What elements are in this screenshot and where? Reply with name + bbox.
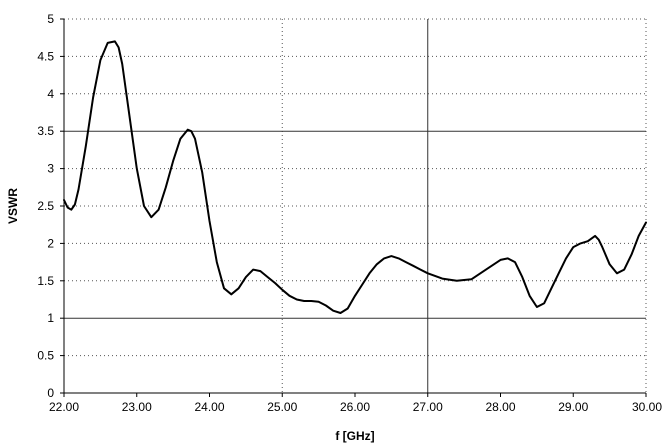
y-tick-label: 0.5 <box>37 349 54 363</box>
y-tick-label: 0 <box>47 386 54 400</box>
y-tick-label: 2 <box>47 236 54 250</box>
axes-layer <box>60 18 647 397</box>
x-tick-label: 29.00 <box>558 400 588 414</box>
y-tick-label: 4 <box>47 87 54 101</box>
y-tick-label: 5 <box>47 12 54 26</box>
y-tick-label: 4.5 <box>37 49 54 63</box>
y-tick-label: 3 <box>47 162 54 176</box>
x-tick-label: 25.00 <box>267 400 297 414</box>
x-axis-title: f [GHz] <box>335 429 374 443</box>
grid-layer <box>64 18 647 393</box>
x-tick-label: 27.00 <box>413 400 443 414</box>
y-tick-label: 1 <box>47 311 54 325</box>
x-tick-label: 24.00 <box>194 400 224 414</box>
x-tick-label: 30.00 <box>632 400 662 414</box>
series-layer <box>63 40 647 314</box>
x-tick-label: 26.00 <box>340 400 370 414</box>
y-axis-title: VSWR <box>6 188 20 224</box>
x-tick-label: 22.00 <box>49 400 79 414</box>
y-tick-label: 2.5 <box>37 199 54 213</box>
vswr-series-line <box>63 40 647 314</box>
x-tick-label: 28.00 <box>485 400 515 414</box>
y-tick-label: 1.5 <box>37 274 54 288</box>
tick-labels-layer: 0 0.5 1 1.5 2 2.5 3 3.5 4 4.5 5 22.00 23.00 24.00 25.0… <box>37 12 662 414</box>
y-tick-label: 3.5 <box>37 124 54 138</box>
x-tick-label: 23.00 <box>122 400 152 414</box>
